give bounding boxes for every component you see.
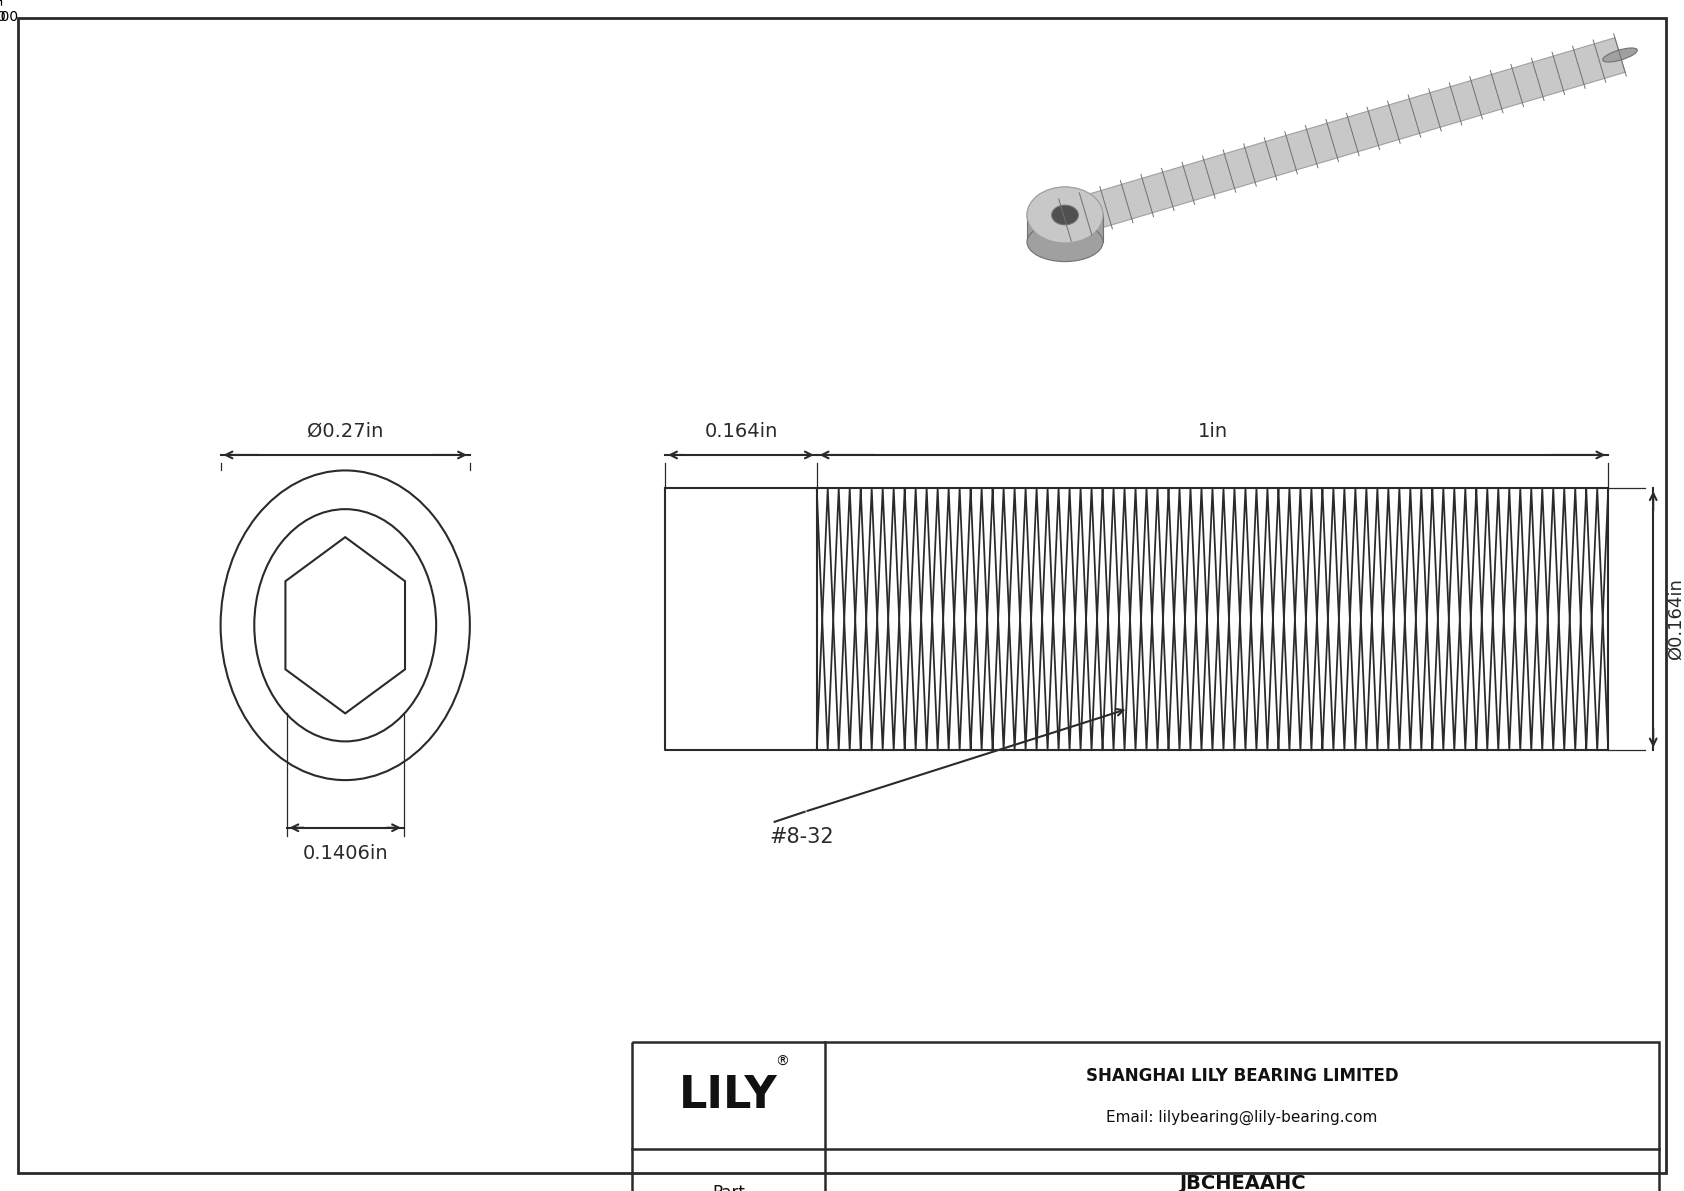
Text: Email: lilybearing@lily-bearing.com: Email: lilybearing@lily-bearing.com — [1106, 1110, 1378, 1124]
Ellipse shape — [1052, 205, 1078, 225]
Text: Ø0.27in: Ø0.27in — [306, 422, 384, 441]
Polygon shape — [1027, 216, 1103, 242]
Ellipse shape — [1052, 205, 1078, 225]
Text: 0.1406in: 0.1406in — [303, 843, 387, 862]
Text: 1in: 1in — [1197, 422, 1228, 441]
Text: Part
Number: Part Number — [695, 1184, 761, 1191]
Ellipse shape — [1027, 187, 1103, 243]
Ellipse shape — [1603, 48, 1637, 62]
Text: LILY: LILY — [679, 1074, 778, 1117]
Text: JBCHEAAHC: JBCHEAAHC — [1179, 1174, 1305, 1191]
Text: ®: ® — [776, 1054, 790, 1068]
Text: SHANGHAI LILY BEARING LIMITED: SHANGHAI LILY BEARING LIMITED — [1086, 1067, 1398, 1085]
Text: Ø0.164in: Ø0.164in — [1667, 579, 1684, 660]
Text: 0.164in: 0.164in — [704, 422, 778, 441]
Ellipse shape — [1027, 223, 1103, 262]
Text: #8-32: #8-32 — [770, 827, 834, 847]
Polygon shape — [1059, 38, 1625, 237]
Ellipse shape — [1027, 187, 1103, 243]
